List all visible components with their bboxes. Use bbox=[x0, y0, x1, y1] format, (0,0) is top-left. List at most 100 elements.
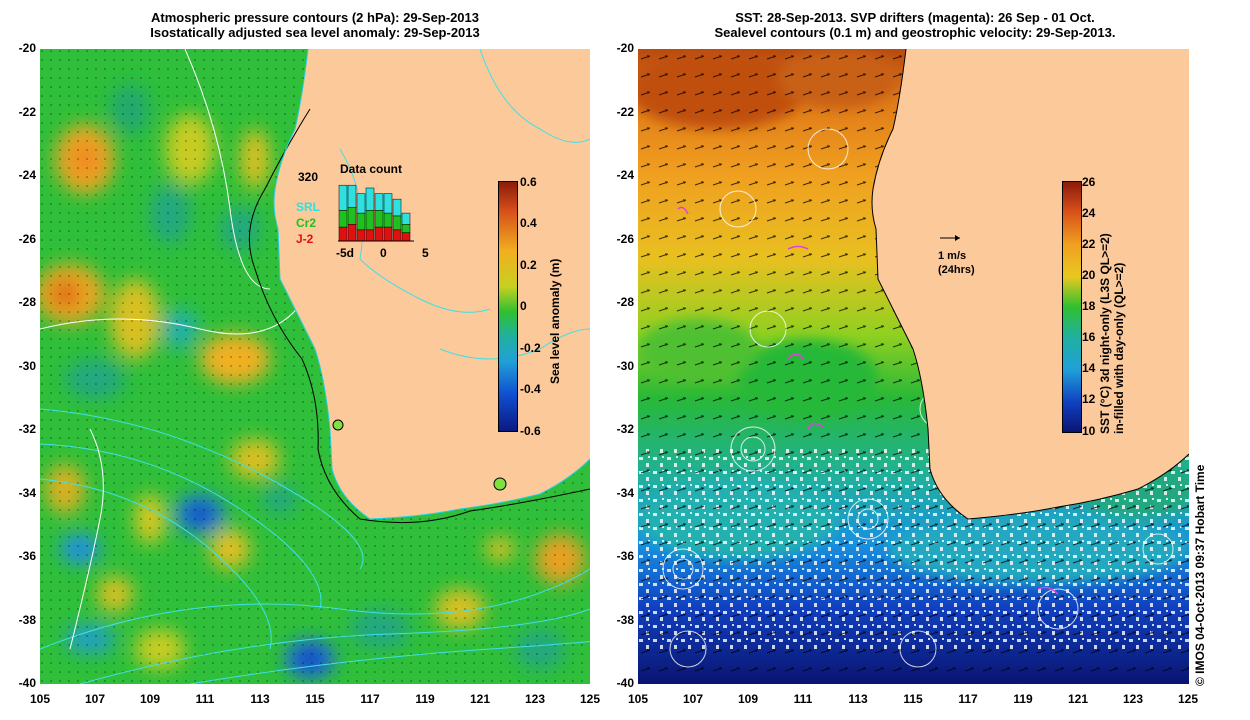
inset-xtick: 5 bbox=[422, 246, 429, 260]
left-lat-tick: -20 bbox=[18, 41, 36, 55]
svp-drifter-tracks bbox=[677, 206, 1059, 595]
right-land-mass bbox=[872, 49, 1189, 519]
left-colorbar-tick: 0.2 bbox=[520, 258, 537, 272]
histogram-bar bbox=[347, 207, 357, 225]
histogram-bar bbox=[374, 226, 384, 242]
left-lat-tick: -22 bbox=[18, 104, 36, 119]
left-lon-tick: 117 bbox=[360, 692, 380, 706]
right-colorbar-tick: 22 bbox=[1082, 237, 1096, 251]
velocity-scale-arrow bbox=[940, 235, 960, 241]
histogram-bar bbox=[365, 210, 375, 231]
right-colorbar-tick: 10 bbox=[1082, 424, 1096, 438]
left-lon-tick: 115 bbox=[305, 692, 325, 706]
histogram-bar bbox=[392, 198, 402, 217]
left-map-title: Atmospheric pressure contours (2 hPa): 2… bbox=[40, 10, 590, 40]
shelf-edge-line bbox=[248, 108, 590, 524]
histogram-bar bbox=[338, 184, 348, 211]
left-lat-tick: -40 bbox=[18, 676, 36, 690]
right-colorbar bbox=[1062, 181, 1082, 433]
tide-gauge-marker bbox=[493, 477, 507, 491]
inset-title: Data count bbox=[340, 162, 403, 176]
left-lat-tick: -28 bbox=[18, 295, 36, 309]
right-lon-tick: 105 bbox=[627, 692, 649, 706]
tide-gauge-marker bbox=[332, 419, 344, 431]
left-colorbar-tick: 0.4 bbox=[520, 216, 537, 230]
right-lat-tick: -34 bbox=[616, 485, 634, 500]
white-contours bbox=[40, 49, 311, 650]
histogram-bar bbox=[401, 212, 411, 225]
histogram-bar bbox=[374, 193, 384, 211]
data-count-histogram bbox=[338, 184, 414, 242]
right-map bbox=[638, 49, 1189, 684]
left-lon-tick: 109 bbox=[139, 692, 161, 706]
histogram-bar bbox=[392, 229, 402, 242]
histogram-bar bbox=[401, 232, 411, 242]
left-colorbar-tick: -0.6 bbox=[520, 424, 541, 438]
right-title-line1: SST: 28-Sep-2013. SVP drifters (magenta)… bbox=[735, 10, 1095, 25]
right-colorbar-label: SST (°C) 3d night-only (L3S QL>=2) in-fi… bbox=[1098, 233, 1126, 434]
inset-xtick: -5d bbox=[336, 246, 354, 260]
histogram-bar bbox=[383, 212, 393, 228]
left-title-line1: Atmospheric pressure contours (2 hPa): 2… bbox=[151, 10, 479, 25]
right-lat-tick: -40 bbox=[616, 676, 634, 690]
histogram-bar bbox=[347, 184, 357, 208]
right-lat-tick: -32 bbox=[616, 422, 634, 436]
inset-max-label: 320 bbox=[298, 170, 319, 184]
right-lon-tick: 121 bbox=[1067, 692, 1089, 706]
right-colorbar-tick: 18 bbox=[1082, 299, 1096, 313]
right-lat-tick: -20 bbox=[616, 41, 634, 55]
left-lon-tick: 111 bbox=[195, 692, 215, 706]
right-map-title: SST: 28-Sep-2013. SVP drifters (magenta)… bbox=[640, 10, 1190, 40]
left-lat-tick: -26 bbox=[18, 231, 36, 246]
histogram-bar bbox=[356, 193, 366, 214]
inset-legend-srl: SRL bbox=[296, 200, 320, 214]
left-lon-tick: 107 bbox=[84, 692, 106, 706]
right-lon-tick: 111 bbox=[793, 692, 813, 706]
velocity-scale-label: 1 m/s (24hrs) bbox=[938, 250, 975, 276]
histogram-bar bbox=[365, 229, 375, 242]
imos-credit: © IMOS 04-Oct-2013 09:37 Hobart Time bbox=[1193, 464, 1207, 686]
left-colorbar-tick: 0 bbox=[520, 299, 527, 313]
right-colorbar-tick: 20 bbox=[1082, 268, 1096, 282]
right-lon-tick: 115 bbox=[903, 692, 923, 706]
left-colorbar-label: Sea level anomaly (m) bbox=[548, 258, 562, 384]
inset-xtick: 0 bbox=[380, 246, 387, 260]
right-lon-tick: 117 bbox=[958, 692, 978, 706]
left-title-line2: Isostatically adjusted sea level anomaly… bbox=[150, 25, 480, 40]
histogram-bar bbox=[383, 193, 393, 214]
right-lat-tick: -30 bbox=[616, 358, 634, 373]
right-colorbar-tick: 26 bbox=[1082, 175, 1096, 189]
right-lat-tick: -28 bbox=[616, 295, 634, 309]
histogram-bar bbox=[392, 215, 402, 231]
right-lat-tick: -24 bbox=[616, 168, 634, 182]
left-lat-tick: -30 bbox=[18, 358, 36, 373]
left-colorbar-tick: 0.6 bbox=[520, 175, 537, 189]
histogram-bar bbox=[365, 187, 375, 211]
left-colorbar-tick: -0.4 bbox=[520, 382, 541, 396]
right-colorbar-tick: 24 bbox=[1082, 206, 1096, 220]
inset-legend-cr2: Cr2 bbox=[296, 216, 317, 230]
left-lon-tick: 121 bbox=[469, 692, 491, 706]
right-lat-tick: -22 bbox=[616, 104, 634, 119]
right-colorbar-tick: 16 bbox=[1082, 330, 1096, 344]
right-coastline bbox=[871, 49, 1189, 520]
left-lat-tick: -38 bbox=[18, 612, 36, 627]
right-colorbar-tick: 14 bbox=[1082, 361, 1096, 375]
left-lon-tick: 105 bbox=[29, 692, 51, 706]
right-lon-tick: 123 bbox=[1122, 692, 1144, 706]
left-lat-tick: -36 bbox=[18, 549, 36, 563]
histogram-bar bbox=[356, 229, 366, 242]
left-lat-tick: -32 bbox=[18, 422, 36, 436]
histogram-bar bbox=[374, 210, 384, 228]
right-lat-tick: -26 bbox=[616, 231, 634, 246]
inset-legend-j2: J-2 bbox=[296, 232, 314, 246]
left-coastline bbox=[273, 49, 590, 520]
pressure-contours bbox=[40, 408, 590, 684]
left-lon-tick: 123 bbox=[524, 692, 546, 706]
left-colorbar bbox=[498, 181, 518, 432]
histogram-bar bbox=[338, 210, 348, 228]
right-title-line2: Sealevel contours (0.1 m) and geostrophi… bbox=[714, 25, 1116, 40]
right-lon-tick: 113 bbox=[848, 692, 868, 706]
right-colorbar-tick: 12 bbox=[1082, 392, 1096, 406]
left-lat-tick: -34 bbox=[18, 485, 36, 500]
